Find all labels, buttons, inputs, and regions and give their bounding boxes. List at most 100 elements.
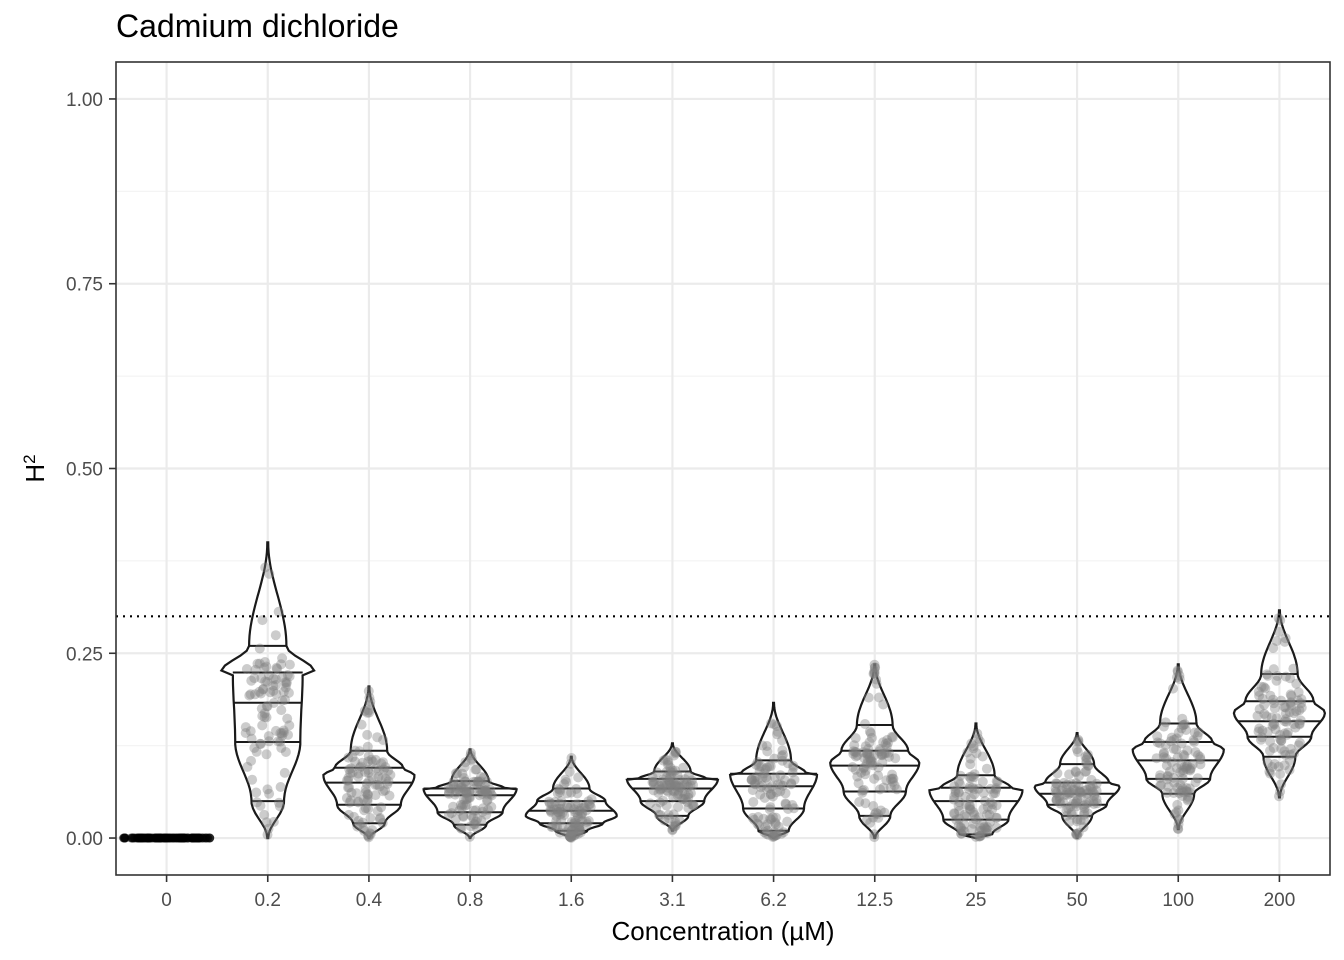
data-point	[783, 758, 793, 769]
data-point	[486, 790, 497, 801]
data-point	[1172, 666, 1183, 677]
data-point	[472, 813, 483, 824]
data-point	[584, 799, 595, 810]
data-point	[1050, 786, 1061, 797]
data-point	[343, 775, 354, 786]
data-point	[663, 782, 674, 793]
data-point	[576, 809, 587, 820]
data-point	[1052, 768, 1063, 779]
data-point	[554, 803, 565, 814]
data-point	[354, 762, 365, 773]
data-point	[1064, 788, 1075, 799]
data-point	[968, 741, 979, 752]
data-point	[1252, 710, 1263, 721]
data-point	[480, 785, 491, 796]
data-point	[786, 778, 797, 789]
data-point	[1073, 736, 1084, 747]
data-point	[573, 811, 584, 822]
data-point	[884, 751, 894, 762]
data-point	[552, 788, 563, 799]
data-point	[343, 809, 354, 820]
data-point	[1079, 815, 1089, 826]
data-point	[479, 785, 490, 796]
y-axis-title-superscript: 2	[20, 454, 39, 463]
data-point	[341, 793, 352, 803]
data-point	[450, 814, 461, 825]
data-point	[870, 809, 880, 820]
data-point	[472, 776, 483, 787]
data-point	[352, 821, 363, 832]
data-point	[875, 805, 886, 816]
data-point	[746, 774, 757, 785]
data-point	[1054, 791, 1065, 802]
data-point	[363, 686, 374, 697]
data-point	[890, 753, 901, 764]
data-point	[954, 787, 965, 798]
data-point	[970, 831, 981, 842]
data-point	[143, 833, 153, 843]
data-point	[270, 630, 281, 641]
data-point	[885, 782, 896, 793]
data-point	[1184, 787, 1195, 798]
data-point	[972, 728, 983, 739]
data-point	[955, 770, 966, 781]
data-point	[566, 787, 577, 798]
data-point	[862, 758, 873, 769]
data-point	[448, 801, 459, 812]
data-point	[663, 759, 674, 770]
data-point	[956, 828, 967, 839]
data-point	[456, 823, 467, 834]
data-point	[1262, 727, 1273, 737]
data-point	[757, 780, 767, 791]
data-point	[250, 689, 260, 700]
data-point	[868, 801, 879, 811]
data-point	[779, 775, 790, 786]
data-point	[948, 794, 959, 805]
data-point	[868, 668, 879, 679]
data-point	[564, 823, 574, 834]
data-point	[1066, 807, 1077, 818]
data-point	[373, 765, 384, 776]
data-point	[1066, 809, 1077, 820]
data-point	[280, 677, 291, 688]
data-point	[1178, 749, 1189, 760]
data-point	[1071, 797, 1081, 808]
data-point	[1162, 770, 1173, 781]
data-point	[571, 784, 582, 794]
data-point	[585, 801, 596, 812]
data-point	[953, 776, 964, 787]
data-point	[882, 735, 893, 745]
data-point	[161, 833, 171, 843]
data-point	[1276, 779, 1287, 790]
data-point	[862, 748, 872, 759]
data-point	[673, 785, 684, 796]
data-point	[1268, 698, 1279, 709]
data-point	[560, 774, 571, 785]
data-point	[353, 771, 364, 782]
data-point	[448, 776, 459, 787]
data-point	[891, 784, 902, 795]
data-point	[1078, 822, 1089, 833]
data-point	[1061, 810, 1072, 821]
violin-0.8	[422, 748, 518, 840]
data-point	[279, 767, 290, 778]
data-point	[272, 663, 283, 674]
data-point	[1181, 761, 1192, 772]
data-point	[357, 757, 368, 768]
x-tick-label: 200	[1264, 890, 1296, 911]
data-point	[470, 805, 481, 816]
data-point	[461, 799, 472, 810]
data-point	[771, 721, 782, 731]
y-tick-label: 0.75	[66, 275, 103, 296]
data-point	[887, 732, 898, 743]
data-point	[358, 823, 369, 834]
data-point	[663, 810, 674, 820]
data-point	[573, 799, 584, 810]
data-point	[1066, 779, 1077, 789]
data-point	[1160, 739, 1171, 750]
data-point	[566, 825, 577, 836]
data-point	[546, 807, 557, 818]
data-point	[574, 825, 585, 836]
data-point	[1072, 796, 1083, 807]
data-point	[775, 779, 786, 790]
